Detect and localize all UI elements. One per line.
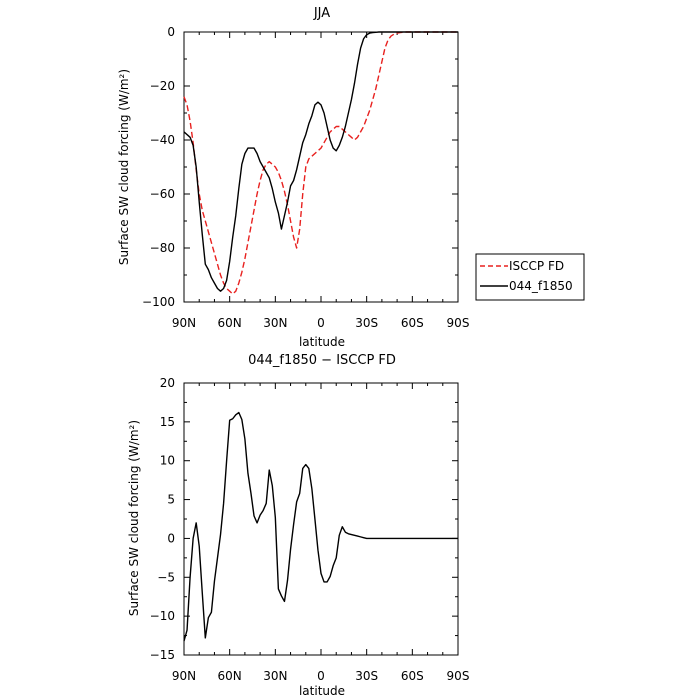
top-y-tick-label: −100 (142, 295, 175, 309)
bottom-y-tick-label: −5 (157, 570, 175, 584)
bottom-y-tick-label: 20 (160, 376, 175, 390)
bottom-series-line-difference (183, 411, 458, 642)
top-x-tick-label: 90N (172, 316, 196, 330)
legend-box (475, 253, 585, 301)
top-plot-frame (183, 31, 459, 303)
top-x-tick-label: 0 (317, 316, 325, 330)
bottom-y-tick-label: −15 (150, 648, 175, 662)
top-chart-title: JJA (313, 6, 330, 21)
top-x-tick-label: 30N (263, 316, 287, 330)
top-y-tick-label: −80 (150, 241, 175, 255)
bottom-plot-area: 90N 60N 30N 0 30S 60S 90S 20 15 10 5 0 −5 −10 −15 (150, 376, 470, 683)
bottom-x-tick-label: 90N (172, 669, 196, 683)
bottom-y-tick-label: −10 (150, 609, 175, 623)
top-y-axis-label: Surface SW cloud forcing (W/m²) (117, 69, 131, 265)
bottom-x-tick-label: 60S (401, 669, 424, 683)
bottom-plot-frame (183, 382, 459, 656)
top-x-tick-label: 30S (355, 316, 378, 330)
top-x-tick-label: 60S (401, 316, 424, 330)
bottom-x-tick-label: 0 (317, 669, 325, 683)
top-panel: JJA 90N 60N 30N 0 30S 60S 90S 0 −20 −40 −60 −80 −100… (117, 6, 585, 349)
bottom-x-tick-label: 90S (447, 669, 470, 683)
top-plot-area: 90N 60N 30N 0 30S 60S 90S 0 −20 −40 −60 −80 −100 (142, 25, 469, 330)
bottom-y-tick-label: 15 (160, 415, 175, 429)
bottom-chart-title: 044_f1850 − ISCCP FD (248, 353, 396, 368)
top-y-tick-label: −60 (150, 187, 175, 201)
top-x-tick-label: 60N (218, 316, 242, 330)
top-series-line-isccp-fd (183, 31, 458, 295)
bottom-x-axis-label: latitude (299, 684, 345, 698)
legend-label-044-f1850: 044_f1850 (509, 279, 573, 293)
top-x-tick-label: 90S (447, 316, 470, 330)
bottom-x-tick-label: 60N (218, 669, 242, 683)
bottom-x-tick-label: 30S (355, 669, 378, 683)
bottom-panel: 044_f1850 − ISCCP FD 90N 60N 30N 0 30S 60S 90S… (127, 353, 469, 698)
top-y-tick-label: −20 (150, 79, 175, 93)
bottom-y-tick-label: 5 (167, 493, 175, 507)
top-series-line-044-f1850 (183, 31, 458, 292)
legend-label-isccp-fd: ISCCP FD (509, 259, 564, 273)
bottom-y-tick-label: 0 (167, 531, 175, 545)
top-y-tick-label: 0 (167, 25, 175, 39)
legend: ISCCP FD 044_f1850 (475, 253, 585, 301)
bottom-x-tick-label: 30N (263, 669, 287, 683)
bottom-y-tick-label: 10 (160, 454, 175, 468)
top-x-axis-label: latitude (299, 335, 345, 349)
bottom-y-axis-label: Surface SW cloud forcing (W/m²) (127, 420, 141, 616)
top-y-tick-label: −40 (150, 133, 175, 147)
